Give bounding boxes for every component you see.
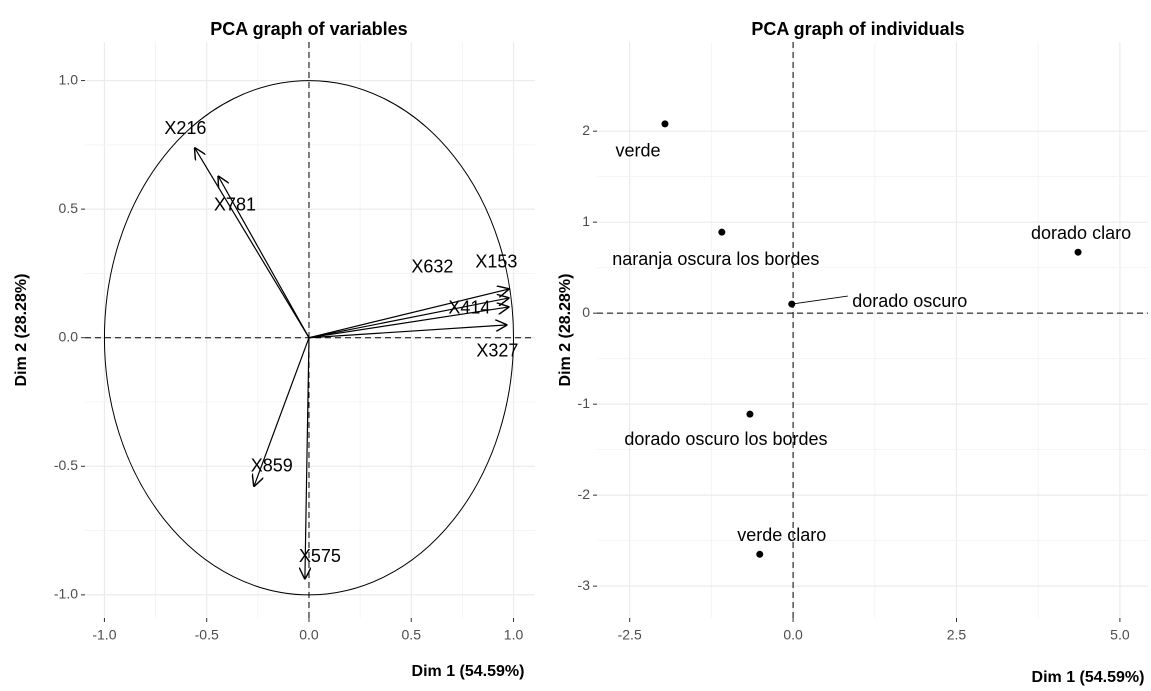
point-label: X781 bbox=[214, 194, 256, 214]
point-label: X575 bbox=[299, 546, 341, 566]
x-tick-label: -0.5 bbox=[195, 627, 219, 643]
point bbox=[718, 228, 726, 236]
point-label: naranja oscura los bordes bbox=[612, 249, 819, 269]
arrow bbox=[194, 147, 310, 339]
x-tick-label: 5.0 bbox=[1110, 627, 1130, 643]
arrow bbox=[308, 325, 507, 339]
x-tick-label: -1.0 bbox=[92, 627, 116, 643]
arrow bbox=[308, 307, 509, 339]
x-axis-label: Dim 1 (54.59%) bbox=[412, 663, 525, 680]
point-label: verde bbox=[615, 141, 660, 161]
y-tick-label: 1 bbox=[582, 213, 590, 229]
x-tick-label: -2.5 bbox=[618, 627, 642, 643]
panel bbox=[597, 42, 1148, 618]
chart-title: PCA graph of individuals bbox=[751, 19, 964, 39]
x-tick-label: 2.5 bbox=[947, 627, 967, 643]
y-tick-label: 0 bbox=[582, 304, 590, 320]
chart-title: PCA graph of variables bbox=[210, 19, 407, 39]
y-tick-label: -1 bbox=[578, 395, 591, 411]
correlation-circle bbox=[103, 80, 515, 596]
point-label: X327 bbox=[476, 341, 518, 361]
point-label: X414 bbox=[448, 298, 490, 318]
y-tick-label: -1.0 bbox=[54, 586, 78, 602]
y-axis-label: Dim 2 (28.28%) bbox=[557, 274, 574, 387]
y-axis-label: Dim 2 (28.28%) bbox=[13, 274, 30, 387]
point bbox=[1074, 248, 1082, 256]
y-tick-label: 0.5 bbox=[59, 200, 79, 216]
x-tick-label: 0.0 bbox=[299, 627, 319, 643]
x-tick-label: 1.0 bbox=[504, 627, 524, 643]
x-tick-label: 0.5 bbox=[402, 627, 422, 643]
arrow bbox=[308, 298, 509, 339]
point bbox=[756, 550, 764, 558]
arrow bbox=[305, 337, 309, 580]
point-label: dorado oscuro los bordes bbox=[624, 429, 827, 449]
y-tick-label: -0.5 bbox=[54, 457, 78, 473]
label-connector bbox=[791, 295, 848, 305]
y-tick-label: 1.0 bbox=[59, 71, 79, 87]
point-label: verde claro bbox=[737, 525, 826, 545]
y-tick-label: -2 bbox=[578, 486, 591, 502]
point bbox=[746, 410, 754, 418]
point bbox=[661, 120, 669, 128]
point-label: dorado oscuro bbox=[852, 291, 967, 311]
point-label: X859 bbox=[251, 456, 293, 476]
arrow bbox=[218, 176, 310, 339]
arrow bbox=[308, 289, 509, 339]
point-label: dorado claro bbox=[1031, 223, 1131, 243]
point-label: X153 bbox=[475, 252, 517, 272]
x-axis-label: Dim 1 (54.59%) bbox=[1032, 669, 1145, 686]
point-label: X216 bbox=[164, 118, 206, 138]
y-tick-label: 2 bbox=[582, 122, 590, 138]
y-tick-label: -3 bbox=[578, 577, 591, 593]
arrow bbox=[254, 337, 310, 487]
x-tick-label: 0.0 bbox=[783, 627, 803, 643]
point-label: X632 bbox=[411, 257, 453, 277]
panel bbox=[85, 42, 535, 618]
y-tick-label: 0.0 bbox=[59, 328, 79, 344]
